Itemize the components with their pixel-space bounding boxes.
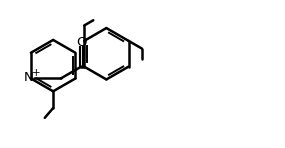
Text: O: O (76, 36, 87, 49)
Text: +: + (32, 68, 41, 78)
Text: N: N (24, 71, 34, 84)
